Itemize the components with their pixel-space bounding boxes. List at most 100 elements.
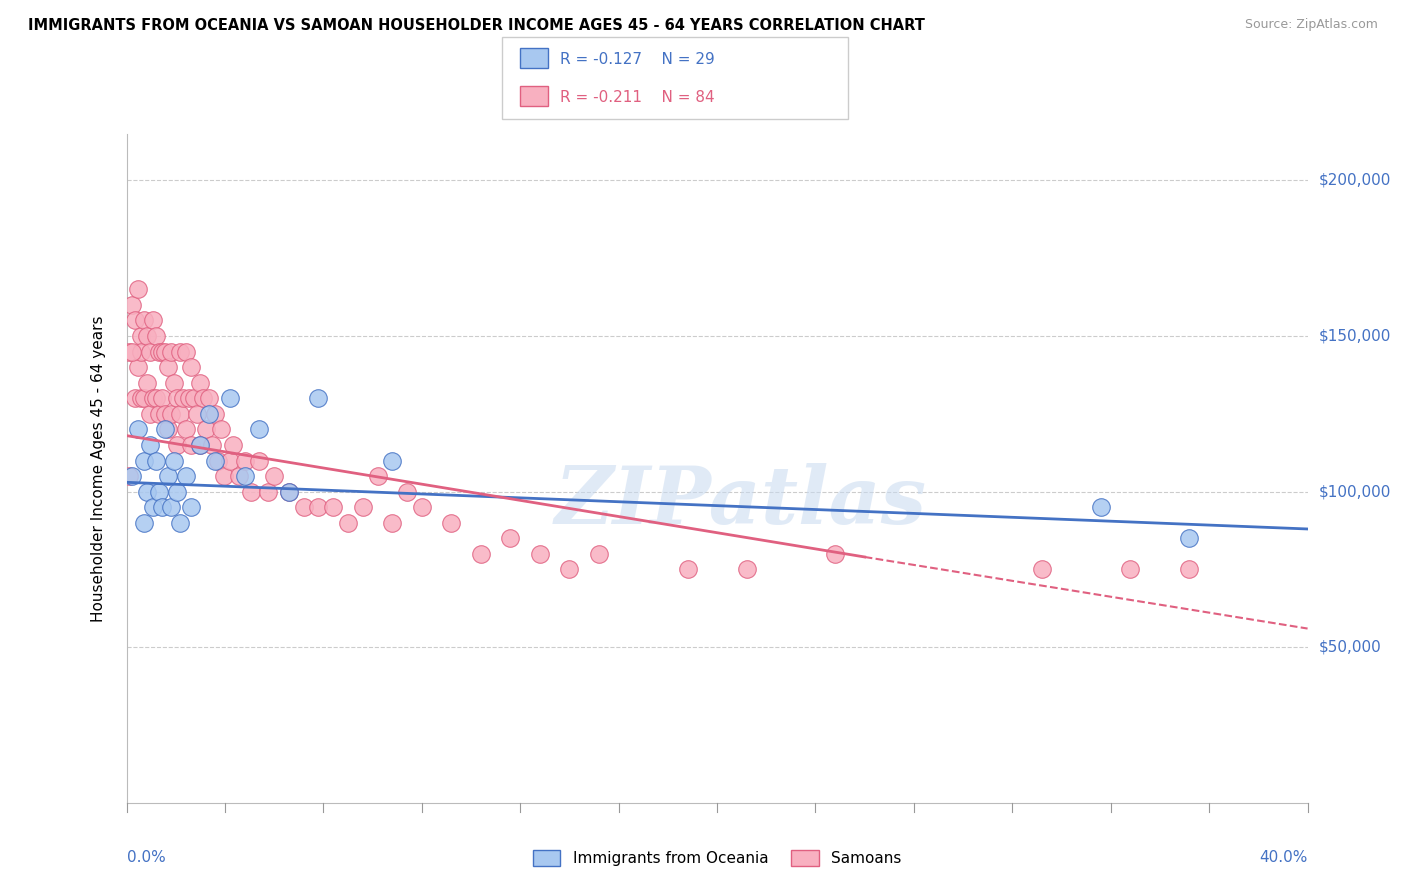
Point	[148, 344, 170, 359]
Point	[127, 360, 149, 375]
Point	[337, 516, 360, 530]
Text: R = -0.211    N = 84: R = -0.211 N = 84	[560, 89, 714, 104]
Point	[129, 329, 153, 343]
Point	[233, 453, 256, 467]
Point	[207, 453, 229, 467]
Point	[247, 422, 270, 436]
Point	[212, 469, 235, 483]
Point	[198, 407, 221, 421]
Point	[121, 344, 143, 359]
Point	[134, 516, 156, 530]
Point	[257, 484, 280, 499]
Point	[174, 344, 197, 359]
Point	[129, 392, 153, 406]
Point	[440, 516, 463, 530]
Point	[145, 329, 167, 343]
Point	[381, 453, 404, 467]
Legend: Immigrants from Oceania, Samoans: Immigrants from Oceania, Samoans	[527, 844, 907, 872]
Point	[195, 422, 218, 436]
Point	[188, 376, 211, 390]
Point	[148, 407, 170, 421]
Point	[139, 438, 162, 452]
Point	[1178, 531, 1201, 545]
Point	[588, 547, 610, 561]
Point	[166, 484, 188, 499]
Point	[139, 407, 162, 421]
Point	[150, 500, 173, 515]
Point	[156, 422, 179, 436]
Text: ZIPatlas: ZIPatlas	[554, 463, 927, 541]
Point	[127, 282, 149, 296]
Text: $200,000: $200,000	[1319, 173, 1391, 188]
Point	[188, 438, 211, 452]
Point	[676, 562, 699, 576]
Text: $50,000: $50,000	[1319, 640, 1382, 655]
Point	[118, 344, 141, 359]
Point	[233, 469, 256, 483]
Point	[163, 376, 186, 390]
Text: 0.0%: 0.0%	[127, 849, 166, 864]
Point	[204, 407, 226, 421]
Text: $150,000: $150,000	[1319, 328, 1391, 343]
Point	[204, 453, 226, 467]
Point	[134, 392, 156, 406]
Point	[239, 484, 262, 499]
Point	[228, 469, 250, 483]
Point	[201, 438, 224, 452]
Point	[183, 392, 205, 406]
Point	[188, 438, 211, 452]
Point	[180, 360, 202, 375]
Point	[169, 516, 191, 530]
Point	[292, 500, 315, 515]
Point	[307, 392, 329, 406]
Point	[148, 484, 170, 499]
Point	[366, 469, 388, 483]
Point	[219, 453, 242, 467]
Point	[558, 562, 581, 576]
Point	[174, 422, 197, 436]
Point	[153, 422, 176, 436]
Point	[118, 469, 141, 483]
Point	[134, 313, 156, 327]
Point	[150, 392, 173, 406]
Point	[209, 422, 232, 436]
Point	[163, 453, 186, 467]
Point	[169, 407, 191, 421]
Point	[156, 469, 179, 483]
Point	[529, 547, 551, 561]
Point	[169, 344, 191, 359]
Point	[136, 376, 159, 390]
Point	[278, 484, 301, 499]
Point	[124, 392, 146, 406]
Point	[411, 500, 433, 515]
Point	[219, 392, 242, 406]
Text: $100,000: $100,000	[1319, 484, 1391, 500]
Point	[499, 531, 522, 545]
Point	[381, 516, 404, 530]
Point	[180, 500, 202, 515]
Point	[172, 392, 194, 406]
Point	[824, 547, 846, 561]
Point	[198, 392, 221, 406]
Text: 40.0%: 40.0%	[1260, 849, 1308, 864]
Point	[352, 500, 374, 515]
Point	[159, 500, 183, 515]
Text: Source: ZipAtlas.com: Source: ZipAtlas.com	[1244, 18, 1378, 31]
Point	[1178, 562, 1201, 576]
Point	[322, 500, 344, 515]
Point	[153, 407, 176, 421]
Point	[136, 329, 159, 343]
Point	[186, 407, 208, 421]
Y-axis label: Householder Income Ages 45 - 64 years: Householder Income Ages 45 - 64 years	[91, 315, 105, 622]
Point	[134, 453, 156, 467]
Point	[263, 469, 285, 483]
Point	[139, 344, 162, 359]
Point	[1031, 562, 1053, 576]
Point	[121, 469, 143, 483]
Point	[307, 500, 329, 515]
Point	[145, 392, 167, 406]
Point	[166, 438, 188, 452]
Point	[121, 298, 143, 312]
Point	[156, 360, 179, 375]
Point	[1090, 500, 1112, 515]
